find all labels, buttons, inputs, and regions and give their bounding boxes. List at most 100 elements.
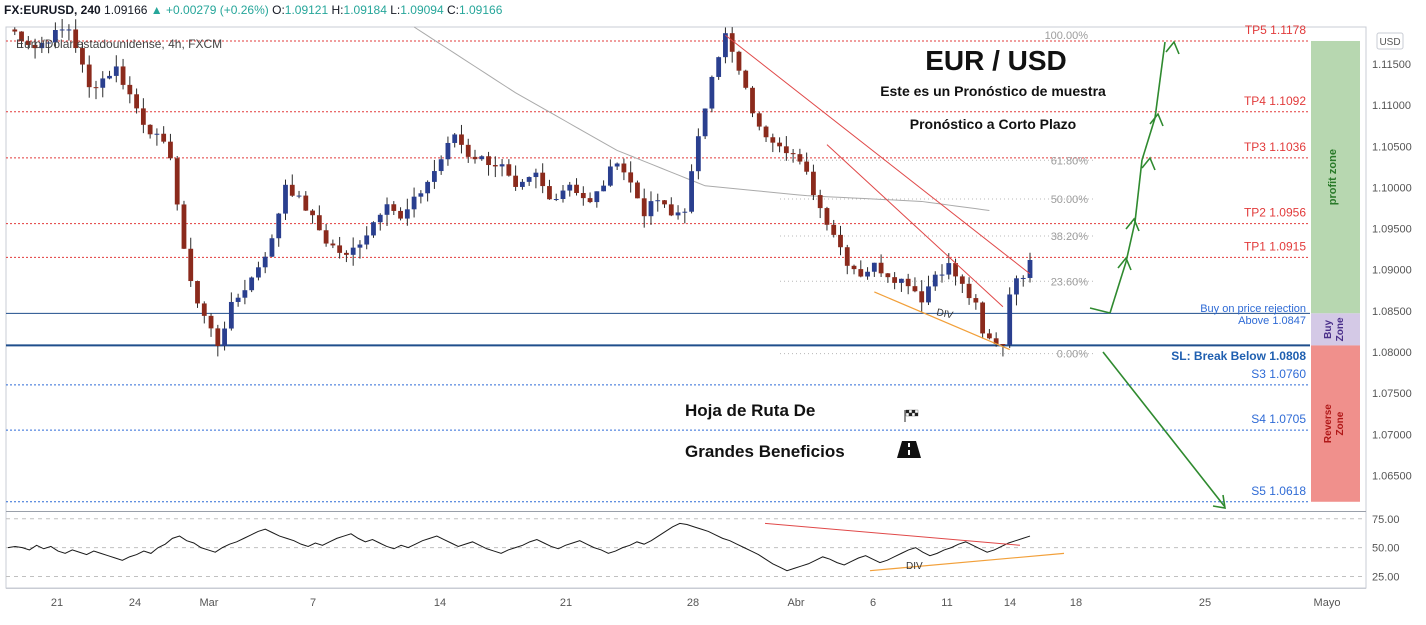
candle-body-1 (12, 29, 18, 32)
candle-body-65 (445, 142, 451, 160)
candle-body-70 (479, 156, 485, 160)
candle-body-119 (811, 171, 816, 196)
time-tick-6: 28 (687, 597, 699, 609)
price-tick-4: 1.09500 (1372, 224, 1412, 236)
candle-body-75 (513, 175, 519, 187)
candle-body-31 (215, 328, 221, 346)
arrow-seg-1 (1109, 261, 1127, 314)
candle-body-17 (120, 66, 126, 85)
time-tick-12: 25 (1199, 597, 1211, 609)
arrow-seg-5 (1154, 41, 1166, 119)
candle-body-98 (668, 204, 674, 216)
candle-body-56 (384, 204, 390, 215)
candle-body-19 (134, 94, 139, 109)
level-label-4: TP1 1.0915 (1244, 239, 1306, 253)
candle-body-71 (486, 156, 491, 166)
arrow-seg-2 (1125, 221, 1136, 263)
currency-badge: USD (1379, 37, 1400, 48)
divergence-line-price (874, 291, 1010, 351)
low-value: 1.09094 (400, 3, 444, 17)
candle-body-81 (553, 199, 559, 201)
close-value: 1.09166 (459, 3, 503, 17)
candle-body-64 (438, 159, 444, 172)
candle-body-85 (580, 193, 586, 199)
candle-body-99 (675, 212, 681, 216)
candle-body-139 (946, 263, 952, 275)
candle-body-148 (1007, 294, 1013, 346)
candle-body-54 (371, 222, 376, 236)
open-value: 1.09121 (284, 3, 329, 17)
candle-body-130 (885, 273, 891, 278)
flag-cell (911, 412, 916, 417)
candle-body-30 (208, 315, 214, 329)
last-price: 1.09166 (104, 3, 148, 17)
rsi-divergence-line (869, 552, 1065, 572)
candle-body-58 (398, 210, 403, 219)
time-tick-9: 11 (941, 597, 952, 609)
candle-body-29 (201, 303, 207, 316)
candle-body-34 (235, 297, 241, 302)
candle-body-36 (249, 277, 255, 291)
candle-body-134 (912, 286, 918, 292)
candle-body-120 (817, 195, 823, 209)
close-label: C: (447, 3, 459, 17)
candle-body-7 (52, 30, 58, 43)
candle-body-10 (73, 29, 79, 49)
low-label: L: (390, 3, 401, 17)
level-label-0: TP5 1.1178 (1245, 23, 1306, 37)
candle-body-3 (25, 41, 31, 45)
candle-body-9 (66, 29, 72, 31)
candle-body-111 (756, 113, 762, 127)
fib-label-0: 100.00% (1045, 30, 1089, 42)
fib-label-5: 0.00% (1057, 349, 1088, 361)
level-group: TP5 1.1178 TP4 1.1092 TP3 1.1036 TP2 1.0956… (6, 23, 1310, 503)
candle-body-87 (594, 191, 600, 203)
candle-body-133 (905, 278, 911, 287)
candle-body-101 (689, 171, 694, 212)
time-tick-13: Mayo (1314, 597, 1341, 609)
candle-body-74 (506, 164, 512, 176)
candle-body-88 (601, 185, 607, 192)
candle-body-61 (418, 193, 424, 197)
stop-loss-label: SL: Break Below 1.0808 (1171, 349, 1306, 363)
arrow-seg-3 (1134, 159, 1143, 223)
arrow-head-up-3 (1149, 112, 1164, 127)
reverse-zone-rect (1311, 345, 1360, 502)
candle-body-28 (195, 281, 200, 304)
candle-body-145 (986, 333, 992, 339)
level-label-1: TP4 1.1092 (1244, 94, 1306, 108)
candle-body-128 (871, 262, 877, 272)
above-level-label: Above 1.0847 (1238, 315, 1306, 327)
forecast-term: Pronóstico a Corto Plazo (910, 116, 1076, 132)
price-tick-8: 1.07500 (1372, 388, 1412, 400)
candle-body-37 (256, 267, 261, 278)
candle-body-49 (337, 245, 343, 253)
candle-body-89 (607, 166, 613, 186)
chart-subtitle: Euro/Dólar estadounidense, 4h, FXCM (16, 37, 223, 51)
candle-body-24 (168, 141, 173, 159)
price-tick-10: 1.06500 (1372, 470, 1412, 482)
candle-body-92 (628, 172, 634, 183)
currency-badge-box (1376, 32, 1404, 50)
reverse-zone-label-2: Zone (1335, 411, 1346, 435)
candle-body-95 (648, 201, 654, 217)
rsi-line (7, 522, 1031, 572)
candle-body-6 (46, 42, 52, 44)
candle-body-131 (892, 277, 898, 283)
candle-body-2 (19, 31, 24, 42)
candle-body-12 (86, 64, 92, 88)
time-tick-11: 18 (1070, 597, 1082, 609)
price-tick-6: 1.08500 (1372, 306, 1412, 318)
trendline-red-minor (826, 144, 1004, 308)
flag-cell (914, 412, 919, 417)
divergence-label-rsi: DIV (906, 561, 923, 572)
candle-body-82 (560, 190, 566, 200)
flag-cell (905, 409, 910, 414)
candle-body-79 (540, 172, 546, 187)
time-tick-10: 14 (1004, 597, 1016, 609)
candle-body-38 (262, 256, 268, 268)
candle-body-129 (878, 262, 884, 274)
